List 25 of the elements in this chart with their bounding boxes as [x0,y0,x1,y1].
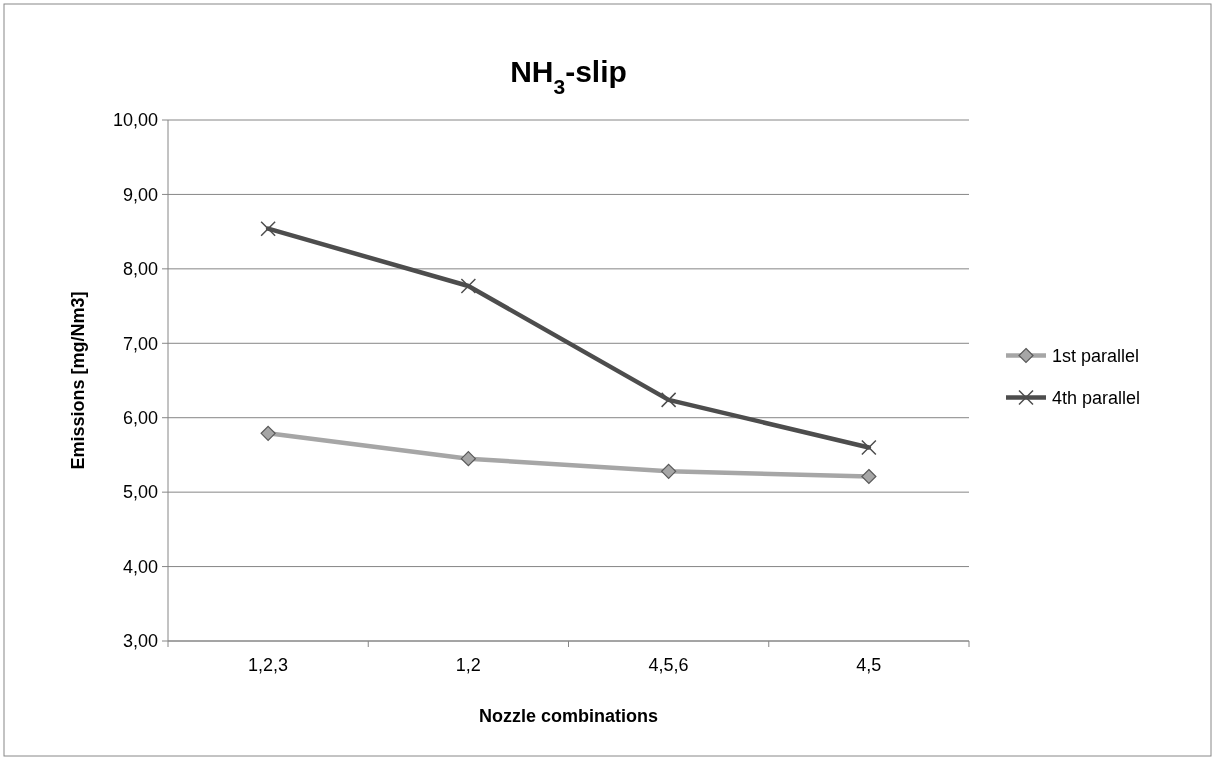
y-tick-label: 8,00 [122,259,158,280]
point [260,425,276,441]
point [861,439,877,456]
y-axis-title: Emissions [mg/Nm3] [68,291,88,470]
chart-title: NH$_{3}$-slip [510,55,627,98]
legend-label: 1st parallel [1052,345,1140,366]
x-tick-label: 1,2 [455,655,481,675]
y-tick-label: 5,00 [122,482,158,503]
point [861,468,877,485]
point [460,451,476,467]
y-tick-label: 10,00 [112,110,158,131]
legend-label: 4th parallel [1052,387,1141,408]
x-axis-title: Nozzle combinations [478,706,659,726]
point [660,392,677,408]
x-tick-label: 4,5 [856,655,882,675]
y-tick-label: 4,00 [122,556,158,577]
point [260,220,276,237]
point [661,463,677,479]
x-tick-label: 1,2,3 [248,655,289,675]
y-tick-label: 7,00 [122,333,158,354]
y-tick-label: 9,00 [122,184,158,205]
y-tick-label: 3,00 [122,631,158,652]
y-tick-label: 6,00 [122,408,158,429]
x-tick-label: 4,5,6 [648,655,689,675]
point [460,278,477,294]
